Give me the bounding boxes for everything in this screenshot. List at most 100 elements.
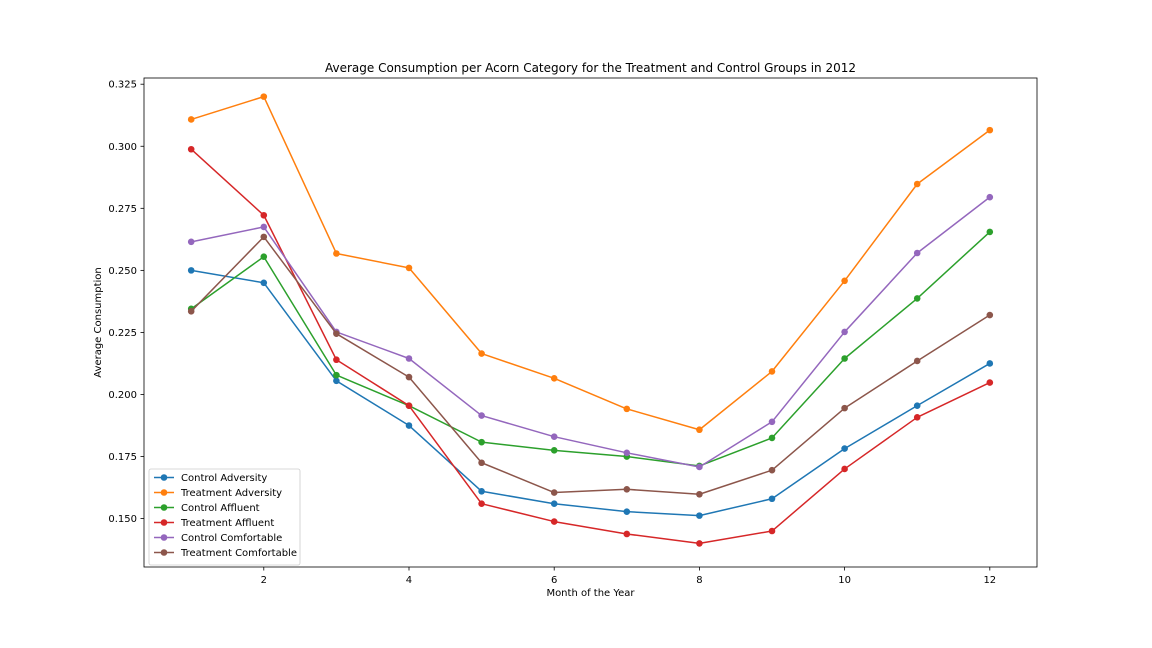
legend-label: Treatment Affluent [180, 518, 274, 529]
x-tick-label: 6 [551, 575, 557, 586]
data-point [260, 253, 268, 261]
data-point [841, 328, 848, 336]
legend-swatch-marker [160, 534, 168, 541]
data-point [986, 379, 994, 386]
data-point [768, 368, 776, 375]
plot-area: 2 4 6 8 10 12 0.150 0.175 0.200 0.225 0.250 0.275 0.… [108, 77, 1038, 586]
series-line [191, 196, 991, 468]
y-tick-label: 0.175 [108, 452, 137, 463]
data-point [187, 267, 195, 274]
data-point [841, 277, 848, 285]
y-axis-title: Average Consumption [93, 267, 104, 377]
data-point [187, 308, 195, 315]
data-point [187, 238, 195, 246]
data-point [841, 355, 848, 362]
data-point [550, 500, 558, 508]
series-line [190, 95, 991, 431]
data-point [260, 223, 268, 231]
legend-swatch-marker [160, 504, 168, 511]
x-tick-label: 10 [838, 575, 851, 586]
legend: Control Adversity Treatment Adversity Cont… [148, 468, 301, 566]
data-point [913, 357, 921, 365]
data-point [841, 465, 848, 473]
series-treatment-adversity [187, 93, 994, 434]
data-point [478, 350, 485, 357]
data-point [478, 487, 485, 495]
y-tick-label: 0.275 [108, 204, 137, 215]
data-point [623, 449, 631, 457]
legend-swatch-marker [160, 474, 168, 481]
data-point [550, 447, 558, 454]
legend-item: Treatment Adversity [154, 488, 282, 499]
data-point [333, 371, 340, 379]
data-point [623, 405, 631, 413]
series-control-comfortable [187, 193, 994, 471]
data-point [768, 466, 776, 474]
series-treatment-affluent [187, 145, 994, 547]
data-point [478, 412, 485, 419]
legend-label: Control Affluent [181, 503, 260, 514]
data-point [913, 180, 921, 188]
series-line [190, 148, 991, 545]
y-tick-label: 0.200 [108, 390, 137, 401]
legend-swatch-marker [160, 489, 168, 496]
data-point [768, 434, 776, 442]
legend-label: Treatment Comfortable [180, 548, 297, 559]
series-control-adversity [187, 267, 994, 519]
data-point [187, 116, 195, 123]
y-tick-label: 0.300 [108, 142, 137, 153]
data-point [405, 264, 413, 272]
series-line [191, 269, 991, 517]
data-point [986, 360, 994, 367]
data-point [986, 311, 994, 319]
data-point [550, 433, 558, 440]
legend-item: Treatment Comfortable [154, 548, 297, 559]
data-point [260, 93, 268, 100]
data-point [696, 540, 703, 547]
legend-item: Control Comfortable [154, 533, 282, 544]
legend-item: Control Affluent [154, 503, 260, 514]
data-point [768, 527, 776, 535]
legend-box [148, 468, 301, 566]
data-point [768, 418, 776, 426]
y-tick-label: 0.225 [108, 328, 137, 339]
legend-item: Treatment Affluent [154, 518, 274, 529]
data-point [841, 445, 848, 452]
data-point [550, 375, 558, 382]
data-point [478, 500, 485, 508]
data-point [478, 438, 485, 446]
x-axis-title: Month of the Year [546, 588, 635, 599]
legend-label: Control Adversity [181, 473, 267, 484]
data-point [986, 126, 994, 134]
y-tick-label: 0.325 [108, 80, 137, 91]
data-point [986, 193, 994, 201]
data-point [913, 249, 921, 257]
legend-swatch-marker [160, 519, 168, 526]
data-point [696, 490, 703, 498]
data-point [841, 404, 848, 412]
data-point [333, 377, 340, 385]
data-point [986, 228, 994, 236]
x-tick-label: 2 [261, 575, 267, 586]
data-point [187, 145, 195, 153]
data-point [333, 250, 340, 257]
data-point [913, 295, 921, 302]
data-point [550, 518, 558, 525]
y-tick-label: 0.250 [108, 266, 137, 277]
series-line [190, 231, 991, 467]
data-point [478, 459, 485, 467]
legend-label: Control Comfortable [181, 533, 282, 544]
data-point [550, 489, 558, 496]
data-point [913, 414, 921, 421]
data-point [333, 330, 340, 337]
data-point [405, 355, 413, 362]
data-point [333, 356, 340, 364]
chart-title: Average Consumption per Acorn Category f… [325, 61, 856, 75]
data-point [696, 463, 703, 471]
data-point [696, 426, 703, 434]
data-point [623, 530, 631, 538]
axes-frame [143, 77, 1038, 568]
data-point [405, 422, 413, 429]
